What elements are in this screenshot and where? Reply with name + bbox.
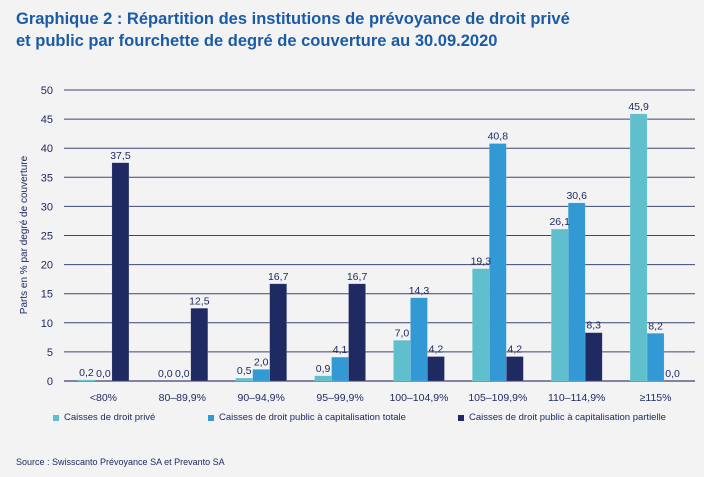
legend-item-public-full: Caisses de droit public à capitalisation… [208, 412, 406, 423]
y-tick-label-50: 50 [41, 85, 53, 97]
value-label-6-series-2: 8,3 [586, 320, 601, 332]
x-tick-label-4: 100–104,9% [389, 392, 448, 404]
value-label-0-series-1: 0,0 [96, 368, 111, 380]
bar-5-series-0 [472, 268, 490, 382]
bar-2-series-0 [235, 377, 253, 382]
bar-4-series-0 [393, 340, 411, 382]
y-tick-label-20: 20 [41, 260, 53, 272]
x-tick-label-6: 110–114,9% [548, 392, 605, 404]
bar-2-series-1 [252, 369, 270, 382]
value-label-2-series-2: 16,7 [268, 271, 289, 283]
bar-2-series-2 [269, 283, 287, 382]
bar-6-series-1 [567, 202, 586, 382]
value-label-4-series-1: 14,3 [409, 285, 430, 297]
x-tick-label-1: 80–89,9% [159, 392, 206, 404]
value-label-3-series-2: 16,7 [347, 271, 368, 283]
value-label-4-series-0: 7,0 [395, 327, 410, 339]
value-label-7-series-1: 8,2 [648, 320, 663, 332]
legend: Caisses de droit privé Caisses de droit … [0, 412, 704, 428]
y-tick-label-40: 40 [41, 143, 53, 155]
bar-3-series-1 [331, 356, 349, 382]
value-labels: 0,2 0,037,50,0 0,012,50,52,016,70,94,116,7… [79, 101, 680, 380]
legend-swatch-public-partial [458, 414, 464, 421]
x-tick-label-2: 90–94,9% [238, 392, 285, 404]
legend-swatch-private [53, 414, 59, 421]
value-label-3-series-1: 4,1 [333, 344, 348, 356]
y-tick-label-45: 45 [41, 114, 53, 126]
bar-chart: 0 5 10 15 20 25 30 35 40 45 50 Parts en % par degr… [19, 85, 695, 404]
legend-item-public-partial: Caisses de droit public à capitalisation… [458, 412, 666, 423]
chart-title: Graphique 2 : Répartition des institutio… [16, 8, 570, 52]
legend-item-private: Caisses de droit privé [53, 412, 155, 423]
bar-7-series-1 [646, 333, 665, 382]
value-label-2-series-0: 0,5 [237, 365, 252, 377]
value-label-3-series-0: 0,9 [316, 363, 331, 375]
bar-1-series-2 [190, 308, 209, 382]
source-note: Source : Swisscanto Prévoyance SA et Pre… [16, 457, 225, 467]
bar-4-series-2 [427, 356, 445, 382]
y-axis-label: Parts en % par degré de couverture [19, 155, 30, 314]
y-tick-label-15: 15 [41, 289, 53, 301]
chart-title-line-1: Graphique 2 : Répartition des institutio… [16, 10, 570, 28]
bar-4-series-1 [410, 297, 428, 382]
value-label-1-series-1: 0,0 [175, 368, 190, 380]
value-label-5-series-1: 40,8 [488, 131, 509, 143]
legend-label-public-full: Caisses de droit public à capitalisation… [219, 412, 406, 423]
legend-label-private: Caisses de droit privé [64, 412, 156, 423]
x-tick-label-7: ≥115% [640, 392, 672, 404]
x-tick-label-0: <80% [90, 392, 117, 404]
value-label-5-series-0: 19,3 [471, 256, 492, 268]
value-label-1-series-2: 12,5 [189, 295, 210, 307]
y-axis-ticks: 0 5 10 15 20 25 30 35 40 45 50 [41, 85, 53, 388]
value-label-1-series-0: 0,0 [158, 368, 173, 380]
y-tick-label-10: 10 [41, 318, 53, 330]
y-tick-label-25: 25 [41, 231, 53, 243]
bar-3-series-2 [348, 283, 366, 382]
bar-3-series-0 [314, 375, 332, 382]
value-label-5-series-2: 4,2 [508, 344, 523, 356]
bar-7-series-0 [629, 113, 648, 382]
x-tick-label-3: 95–99,9% [316, 392, 363, 404]
bar-0-series-2 [111, 162, 130, 382]
y-tick-label-30: 30 [41, 201, 53, 213]
value-label-6-series-0: 26,1 [549, 216, 570, 228]
value-label-2-series-1: 2,0 [254, 356, 269, 368]
chart-title-line-2: et public par fourchette de degré de cou… [16, 32, 498, 50]
value-label-6-series-1: 30,6 [566, 190, 587, 202]
bars [77, 113, 665, 382]
y-tick-label-0: 0 [47, 376, 53, 388]
value-label-0-series-2: 37,5 [110, 150, 131, 162]
x-tick-label-5: 105–109,9% [468, 392, 527, 404]
x-axis-labels: <80% 80–89,9% 90–94,9% 95–99,9% 100–104,9% 10… [90, 392, 672, 404]
bar-6-series-2 [584, 332, 603, 382]
bar-6-series-0 [550, 228, 569, 382]
bar-5-series-2 [506, 356, 524, 382]
value-label-0-series-0: 0,2 [79, 367, 94, 379]
bar-5-series-1 [489, 143, 507, 382]
value-label-7-series-0: 45,9 [628, 101, 649, 113]
legend-swatch-public-full [208, 414, 214, 421]
legend-label-public-partial: Caisses de droit public à capitalisation… [469, 412, 666, 423]
value-label-7-series-2: 0,0 [665, 368, 680, 380]
y-tick-label-35: 35 [41, 172, 53, 184]
value-label-4-series-2: 4,2 [429, 344, 444, 356]
bar-0-series-0 [77, 379, 96, 382]
y-tick-label-5: 5 [47, 347, 53, 359]
